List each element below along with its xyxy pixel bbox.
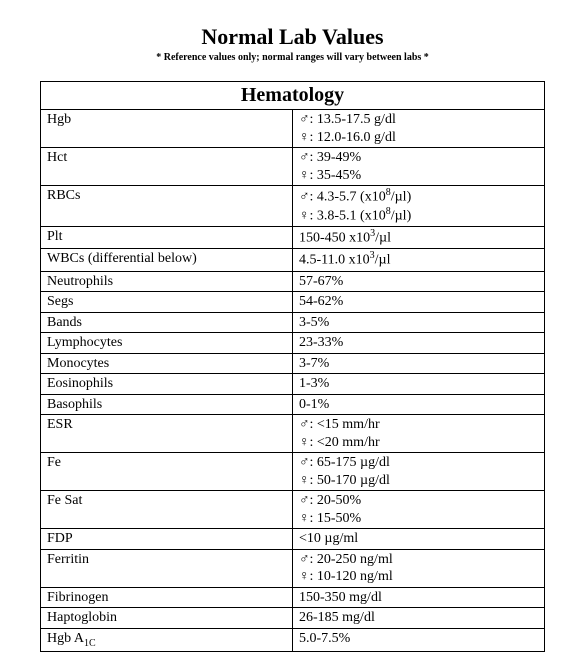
value-cell: ♂: 13.5-17.5 g/dl♀: 12.0-16.0 g/dl [293,110,545,148]
value-cell: 57-67% [293,271,545,292]
value-cell: 5.0-7.5% [293,628,545,651]
table-row: Hgb A1C5.0-7.5% [41,628,545,651]
value-cell: ♂: 39-49%♀: 35-45% [293,148,545,186]
page-title: Normal Lab Values [40,24,545,50]
value-cell: 3-5% [293,312,545,333]
value-cell: ♂: 4.3-5.7 (x108/µl)♀: 3.8-5.1 (x108/µl) [293,186,545,227]
param-cell: RBCs [41,186,293,227]
value-cell: 4.5-11.0 x103/µl [293,249,545,271]
hematology-table: Hematology Hgb♂: 13.5-17.5 g/dl♀: 12.0-1… [40,81,545,652]
value-cell: 54-62% [293,292,545,313]
table-row: Bands3-5% [41,312,545,333]
value-cell: 150-350 mg/dl [293,587,545,608]
value-cell: ♂: 20-50%♀: 15-50% [293,491,545,529]
table-body: Hgb♂: 13.5-17.5 g/dl♀: 12.0-16.0 g/dlHct… [41,110,545,652]
param-cell: Hct [41,148,293,186]
param-cell: Fibrinogen [41,587,293,608]
table-row: Haptoglobin26-185 mg/dl [41,608,545,629]
param-cell: Basophils [41,394,293,415]
table-row: FDP<10 µg/ml [41,529,545,550]
table-row: Eosinophils1-3% [41,374,545,395]
value-cell: 150-450 x103/µl [293,227,545,249]
table-row: Hct♂: 39-49%♀: 35-45% [41,148,545,186]
param-cell: WBCs (differential below) [41,249,293,271]
param-cell: Ferritin [41,549,293,587]
value-cell: <10 µg/ml [293,529,545,550]
param-cell: Plt [41,227,293,249]
table-row: Plt150-450 x103/µl [41,227,545,249]
param-cell: Bands [41,312,293,333]
table-row: Fibrinogen150-350 mg/dl [41,587,545,608]
value-cell: 1-3% [293,374,545,395]
table-row: Basophils0-1% [41,394,545,415]
table-row: Fe Sat♂: 20-50%♀: 15-50% [41,491,545,529]
param-cell: FDP [41,529,293,550]
param-cell: Eosinophils [41,374,293,395]
value-cell: 26-185 mg/dl [293,608,545,629]
table-row: Monocytes3-7% [41,353,545,374]
param-cell: Haptoglobin [41,608,293,629]
table-row: Lymphocytes23-33% [41,333,545,354]
param-cell: Segs [41,292,293,313]
table-row: Hgb♂: 13.5-17.5 g/dl♀: 12.0-16.0 g/dl [41,110,545,148]
value-cell: 23-33% [293,333,545,354]
section-header: Hematology [41,82,545,110]
table-row: Neutrophils57-67% [41,271,545,292]
table-row: Ferritin♂: 20-250 ng/ml♀: 10-120 ng/ml [41,549,545,587]
param-cell: Fe [41,453,293,491]
param-cell: Hgb [41,110,293,148]
value-cell: 0-1% [293,394,545,415]
table-row: RBCs♂: 4.3-5.7 (x108/µl)♀: 3.8-5.1 (x108… [41,186,545,227]
value-cell: ♂: <15 mm/hr♀: <20 mm/hr [293,415,545,453]
value-cell: ♂: 65-175 µg/dl♀: 50-170 µg/dl [293,453,545,491]
param-cell: Lymphocytes [41,333,293,354]
page: Normal Lab Values * Reference values onl… [0,0,585,672]
param-cell: Hgb A1C [41,628,293,651]
param-cell: Neutrophils [41,271,293,292]
param-cell: ESR [41,415,293,453]
param-cell: Monocytes [41,353,293,374]
value-cell: 3-7% [293,353,545,374]
table-row: WBCs (differential below)4.5-11.0 x103/µ… [41,249,545,271]
table-row: Fe♂: 65-175 µg/dl♀: 50-170 µg/dl [41,453,545,491]
value-cell: ♂: 20-250 ng/ml♀: 10-120 ng/ml [293,549,545,587]
table-row: ESR♂: <15 mm/hr♀: <20 mm/hr [41,415,545,453]
page-subtitle: * Reference values only; normal ranges w… [40,52,545,63]
param-cell: Fe Sat [41,491,293,529]
table-row: Segs54-62% [41,292,545,313]
